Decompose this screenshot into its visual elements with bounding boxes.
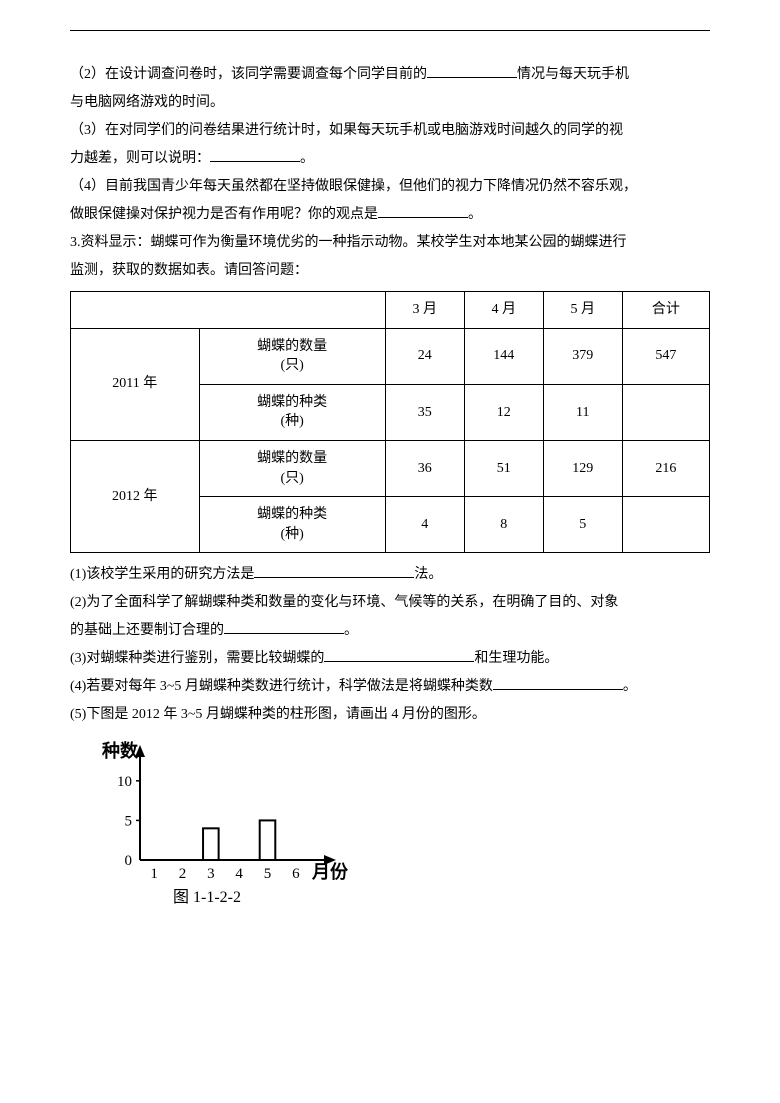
table-cell: 4 [385,497,464,553]
table-cell: 4 月 [464,292,543,329]
q3-2-text-c: 。 [344,623,358,638]
table-cell: 蝴蝶的种类 (种) [199,497,385,553]
q2-4-text-c: 。 [468,207,482,222]
q2-3-text-a: （3）在对同学们的问卷结果进行统计时，如果每天玩手机或电脑游戏时间越久的同学的视 [70,117,710,145]
svg-text:6: 6 [292,866,300,882]
q2-4-text-a: （4）目前我国青少年每天虽然都在坚持做眼保健操，但他们的视力下降情况仍然不容乐观… [70,173,710,201]
table-cell: 合计 [622,292,709,329]
q3-4-text-a: (4)若要对每年 3~5 月蝴蝶种类数进行统计，科学做法是将蝴蝶种类数 [70,679,493,694]
q2-3-text-b: 力越差，则可以说明： [70,151,210,166]
svg-text:3: 3 [207,866,215,882]
table-cell: 129 [543,440,622,496]
svg-text:月份: 月份 [311,861,349,882]
table-cell: 35 [385,384,464,440]
svg-text:0: 0 [125,853,133,869]
blank-conclusion [210,147,300,162]
svg-text:1: 1 [150,866,158,882]
table-cell-year: 2012 年 [71,440,200,552]
blank-plan [224,619,344,634]
q3-2-text-b: 的基础上还要制订合理的 [70,623,224,638]
table-row: 2012 年 蝴蝶的数量 (只) 36 51 129 216 [71,440,710,496]
svg-text:2: 2 [179,866,187,882]
q3-2-text-a: (2)为了全面科学了解蝴蝶种类和数量的变化与环境、气候等的关系，在明确了目的、对… [70,589,710,617]
q3-intro-b: 监测，获取的数据如表。请回答问题： [70,257,710,285]
table-cell: 蝴蝶的种类 (种) [199,384,385,440]
table-cell: 36 [385,440,464,496]
bar-chart: 0 5 10 1 2 3 4 5 6 种数月份图 1-1-2-2 [70,735,370,910]
q3-1-text-b: 法。 [414,567,442,582]
q3-3-text-b: 和生理功能。 [474,651,558,666]
svg-text:5: 5 [264,866,272,882]
svg-text:10: 10 [117,774,132,790]
table-cell: 蝴蝶的数量 (只) [199,328,385,384]
table-cell: 216 [622,440,709,496]
table-cell [622,384,709,440]
table-cell: 12 [464,384,543,440]
q3-4-text-b: 。 [623,679,637,694]
svg-text:5: 5 [125,814,133,830]
q3-intro-a: 3.资料显示：蝴蝶可作为衡量环境优劣的一种指示动物。某校学生对本地某公园的蝴蝶进… [70,229,710,257]
chart-container: 0 5 10 1 2 3 4 5 6 种数月份图 1-1-2-2 [70,735,710,910]
table-cell: 5 月 [543,292,622,329]
q3-5-text: (5)下图是 2012 年 3~5 月蝴蝶种类的柱形图，请画出 4 月份的图形。 [70,701,710,729]
q3-1-text-a: (1)该校学生采用的研究方法是 [70,567,254,582]
butterfly-table: 3 月 4 月 5 月 合计 2011 年 蝴蝶的数量 (只) 24 144 3… [70,291,710,553]
q2-4-text-b: 做眼保健操对保护视力是否有作用呢？你的观点是 [70,207,378,222]
table-cell: 8 [464,497,543,553]
table-cell: 蝴蝶的数量 (只) [199,440,385,496]
table-cell [71,292,386,329]
svg-text:种数: 种数 [101,740,139,761]
q3-3-text-a: (3)对蝴蝶种类进行鉴别，需要比较蝴蝶的 [70,651,324,666]
svg-text:4: 4 [235,866,243,882]
table-cell: 11 [543,384,622,440]
table-cell [622,497,709,553]
q2-2-text-b: 情况与每天玩手机 [517,67,629,82]
table-cell: 51 [464,440,543,496]
table-row: 2011 年 蝴蝶的数量 (只) 24 144 379 547 [71,328,710,384]
table-row: 3 月 4 月 5 月 合计 [71,292,710,329]
table-cell: 547 [622,328,709,384]
table-cell: 24 [385,328,464,384]
blank-stat [493,675,623,690]
q2-2-text-a: （2）在设计调查问卷时，该同学需要调查每个同学目前的 [70,67,427,82]
table-cell-year: 2011 年 [71,328,200,440]
blank-vision [427,63,517,78]
blank-compare [324,647,474,662]
blank-method [254,563,414,578]
svg-text:图 1-1-2-2: 图 1-1-2-2 [173,889,241,906]
table-cell: 3 月 [385,292,464,329]
table-cell: 379 [543,328,622,384]
table-cell: 144 [464,328,543,384]
blank-opinion [378,203,468,218]
q2-2-text-c: 与电脑网络游戏的时间。 [70,89,710,117]
q2-3-text-c: 。 [300,151,314,166]
table-cell: 5 [543,497,622,553]
